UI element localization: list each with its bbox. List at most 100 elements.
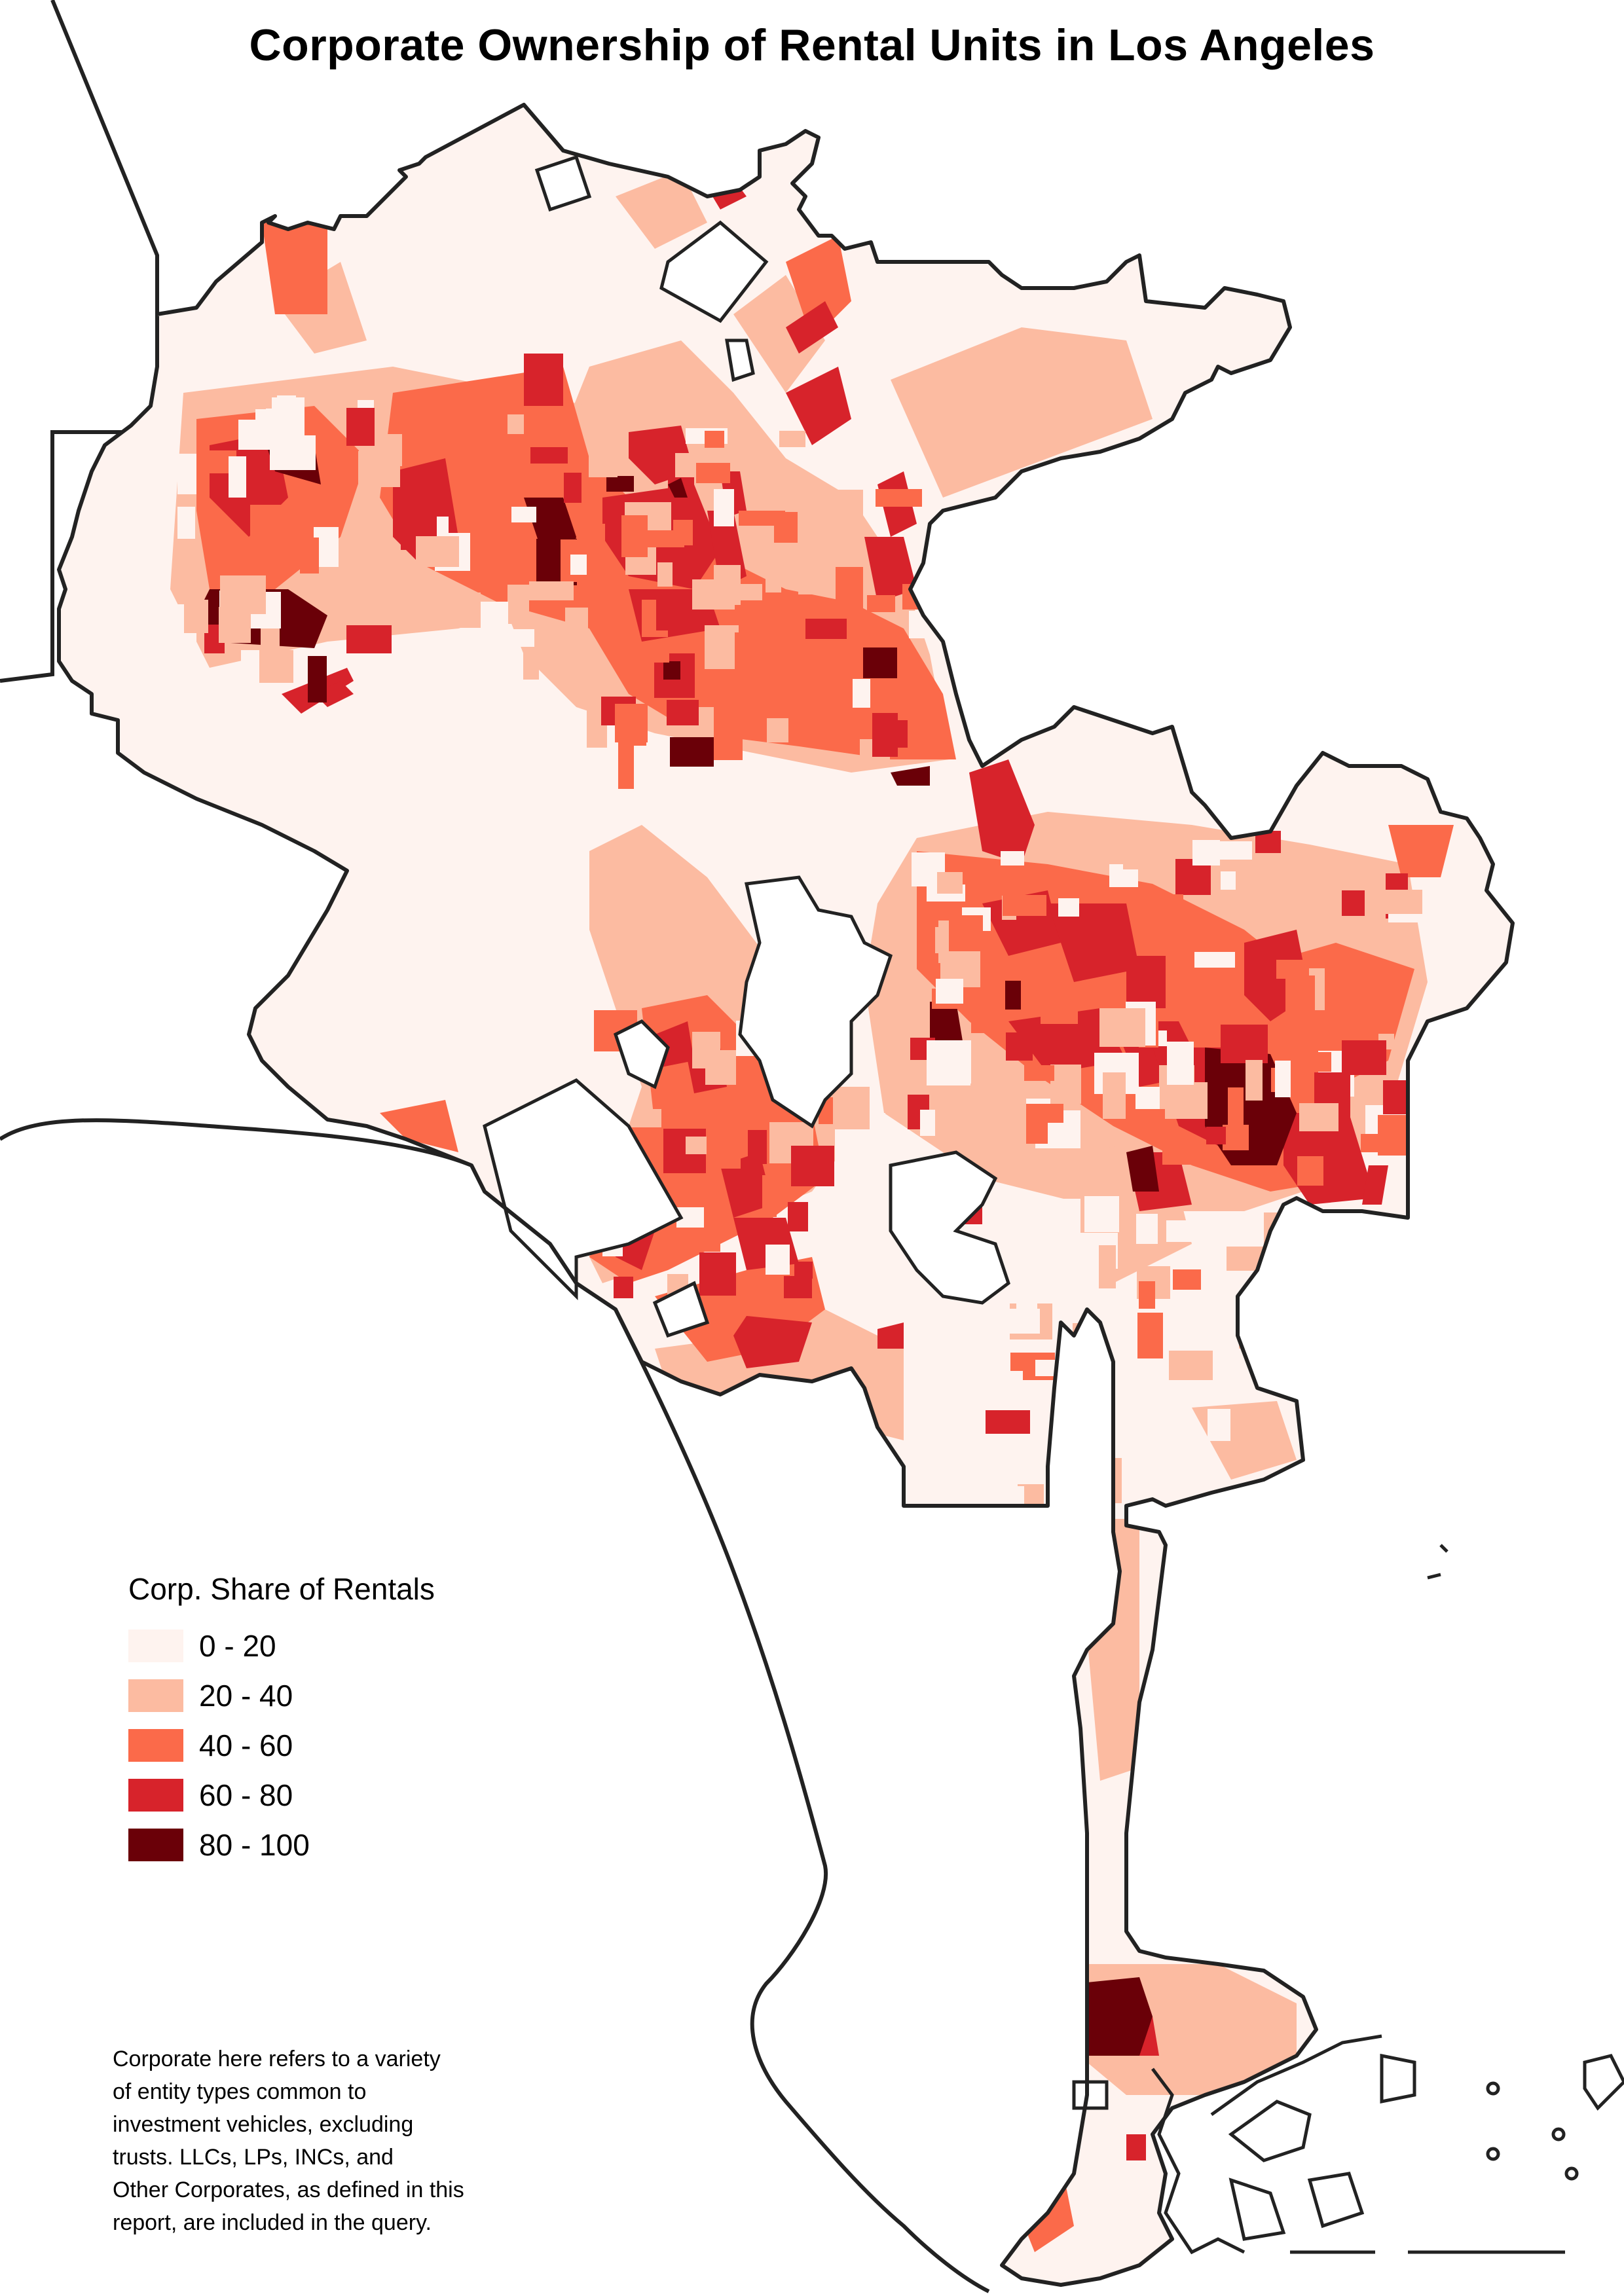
tract-cell	[927, 1040, 971, 1085]
tract-cell	[1285, 975, 1315, 1017]
tract-cell	[1084, 1196, 1119, 1232]
tract-cell	[220, 575, 266, 614]
tract-cell	[1034, 1145, 1078, 1191]
tract-cell	[833, 1087, 870, 1129]
tract-shape	[1022, 1846, 1087, 1958]
tract-cell	[565, 608, 588, 646]
tract-shape	[930, 1002, 963, 1041]
tract-shape	[1388, 825, 1454, 877]
tract-cell	[762, 1175, 777, 1217]
tract-cell	[1342, 890, 1365, 916]
legend-swatch-2	[128, 1729, 183, 1762]
tract-cell	[1099, 1245, 1116, 1288]
tract-cell	[989, 1465, 1018, 1504]
legend-item: 0 - 20	[128, 1621, 587, 1671]
tract-cell	[570, 555, 587, 575]
tract-cell	[250, 505, 284, 543]
tract-cell	[1393, 1421, 1424, 1438]
tract-cell	[1043, 1199, 1080, 1233]
city-boundary-outline	[57, 103, 1515, 2287]
tract-shape	[969, 759, 1035, 864]
tract-cell	[511, 507, 536, 522]
tract-cell	[1244, 1285, 1288, 1309]
tract-shape	[786, 236, 851, 340]
tract-cell	[739, 511, 785, 526]
tract-cell	[1221, 1025, 1268, 1063]
excluded-city-area	[738, 875, 893, 1129]
tract-cell	[1393, 1306, 1431, 1347]
tract-shape	[786, 367, 851, 445]
tract-cell	[638, 530, 684, 547]
tract-cell	[1050, 1065, 1081, 1104]
footnote-line: Corporate here refers to a variety	[113, 2047, 441, 2071]
tract-shape	[668, 478, 688, 498]
tract-cell	[1122, 1458, 1168, 1484]
tract-cell	[705, 431, 724, 448]
tract-cell	[720, 584, 762, 600]
tract-cell	[1024, 1065, 1054, 1081]
tract-cell	[589, 456, 618, 477]
tract-cell	[615, 704, 648, 742]
tract-cell	[872, 713, 898, 757]
footnote: Corporate here refers to a variety of en…	[113, 2043, 558, 2239]
tract-cell	[1058, 898, 1079, 917]
tract-cell	[937, 872, 963, 894]
tract-cell	[798, 553, 843, 594]
legend-label: 80 - 100	[199, 1828, 310, 1862]
tract-cell	[1215, 841, 1252, 860]
tract-cell	[1035, 1360, 1069, 1376]
tract-cell	[970, 1084, 1017, 1108]
tract-cell	[606, 476, 634, 492]
tract-cell	[1299, 1103, 1338, 1131]
tract-cell	[1135, 1087, 1160, 1109]
tract-cell	[1378, 890, 1422, 914]
tract-cell	[844, 1236, 891, 1271]
legend-item: 20 - 40	[128, 1671, 587, 1721]
coastline	[0, 1118, 990, 2293]
tract-cell	[766, 1245, 790, 1275]
footnote-line: report, are included in the query.	[113, 2210, 432, 2235]
tract-cell	[259, 650, 293, 683]
legend-swatch-4	[128, 1829, 183, 1861]
tract-shape	[1126, 956, 1166, 1008]
tract-cell	[971, 994, 997, 1033]
tract-cell	[1345, 1386, 1392, 1415]
tract-cell	[1276, 960, 1308, 979]
tract-cell	[1166, 1220, 1200, 1242]
tract-cell	[229, 456, 246, 498]
tract-shape	[1074, 1977, 1153, 2056]
tract-cell	[788, 1202, 808, 1231]
legend-title: Corp. Share of Rentals	[128, 1572, 435, 1606]
tract-cell	[692, 1032, 720, 1068]
tract-cell	[1005, 981, 1021, 1010]
tract-shape	[891, 766, 930, 786]
tract-cell	[1228, 1087, 1244, 1132]
tract-cell	[470, 635, 505, 681]
legend-swatch-0	[128, 1630, 183, 1662]
tract-cell	[863, 647, 897, 678]
legend-item: 80 - 100	[128, 1820, 587, 1870]
tract-shape	[1126, 1146, 1159, 1192]
tract-cell	[1056, 1277, 1075, 1293]
tract-cell	[986, 1410, 1030, 1434]
tract-cell	[1375, 1340, 1421, 1358]
tract-cell	[699, 1252, 736, 1296]
legend-swatch-1	[128, 1679, 183, 1712]
tract-cell	[784, 1276, 812, 1298]
tract-cell	[618, 742, 634, 789]
tract-cell	[1137, 1313, 1163, 1358]
excluded-city-area	[889, 1150, 1010, 1305]
tract-cell	[1373, 1332, 1397, 1352]
tract-cell	[805, 619, 847, 639]
tract-cell	[436, 607, 481, 628]
tract-cell	[1239, 1328, 1272, 1349]
tract-cell	[1267, 1269, 1291, 1292]
tract-cell	[507, 414, 524, 434]
tract-cell	[867, 595, 895, 612]
tract-cell	[1001, 851, 1024, 866]
tract-cell	[686, 1137, 707, 1154]
tract-cell	[1361, 1134, 1381, 1152]
excluded-city-area	[483, 1078, 684, 1301]
tract-shape	[1362, 1165, 1388, 1205]
tract-cell	[523, 642, 539, 680]
